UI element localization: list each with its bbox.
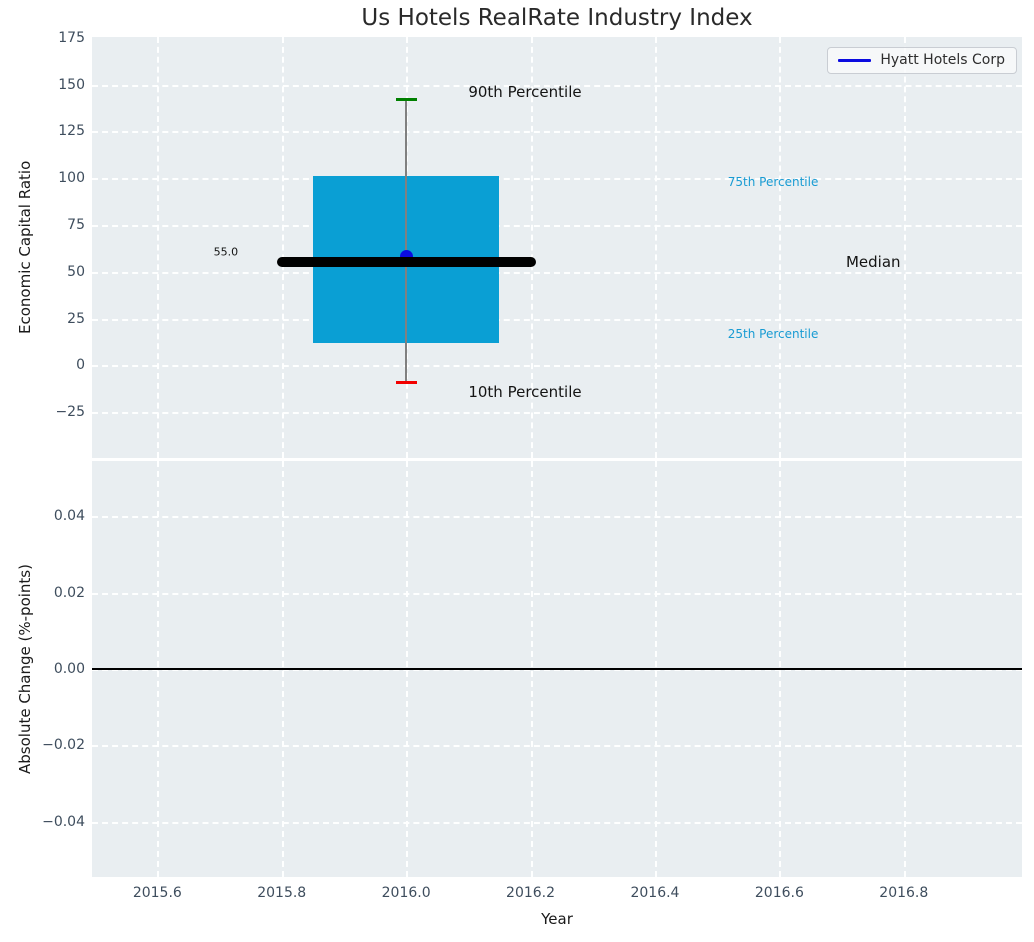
gridline-y-0 bbox=[92, 365, 1022, 368]
gridline-y-0.00 bbox=[92, 669, 1022, 671]
y-axis-label-top: Economic Capital Ratio bbox=[16, 160, 34, 335]
gridline-x-2016.8 bbox=[903, 37, 906, 458]
gridline-y-−25 bbox=[92, 412, 1022, 415]
x-tick-label: 2016.4 bbox=[630, 885, 680, 901]
label-median-value: 55.0 bbox=[213, 245, 239, 259]
y-tick-label: 0.00 bbox=[53, 661, 85, 677]
gridline-y-125 bbox=[92, 131, 1022, 134]
gridline-y-150 bbox=[92, 84, 1022, 87]
legend: Hyatt Hotels Corp bbox=[827, 47, 1017, 74]
y-tick-label: −25 bbox=[55, 404, 85, 421]
chart-title: Us Hotels RealRate Industry Index bbox=[361, 5, 753, 31]
y-tick-label: 100 bbox=[58, 170, 85, 187]
gridline-y-25 bbox=[92, 318, 1022, 321]
label-median: Median bbox=[845, 253, 901, 272]
x-tick-label: 2015.8 bbox=[257, 885, 307, 901]
top-plot-area: Hyatt Hotels Corp 90th Percentile 10th Pe… bbox=[92, 37, 1022, 458]
y-tick-label: 125 bbox=[58, 123, 85, 140]
label-25th-percentile: 25th Percentile bbox=[727, 326, 819, 341]
label-75th-percentile: 75th Percentile bbox=[727, 175, 819, 189]
y-tick-label: 0.02 bbox=[53, 584, 85, 601]
label-10th-percentile: 10th Percentile bbox=[468, 382, 582, 401]
gridline-y-50 bbox=[92, 271, 1022, 274]
y-tick-label: −0.04 bbox=[42, 813, 85, 830]
y-tick-label: 50 bbox=[67, 263, 85, 280]
gridline-x-2016.4 bbox=[654, 37, 657, 458]
x-tick-label: 2015.6 bbox=[132, 885, 182, 901]
x-axis-label: Year bbox=[541, 910, 573, 928]
median-line bbox=[276, 257, 536, 268]
y-tick-label: 175 bbox=[58, 29, 85, 46]
legend-line-icon bbox=[838, 58, 872, 62]
legend-label: Hyatt Hotels Corp bbox=[880, 52, 1005, 68]
x-tick-label: 2016.8 bbox=[879, 885, 929, 901]
y-tick-label: 150 bbox=[58, 76, 85, 93]
y-tick-label: 0.04 bbox=[53, 508, 85, 525]
zero-line bbox=[92, 668, 1022, 670]
cap-90th-percentile bbox=[395, 98, 417, 102]
y-tick-label: 75 bbox=[67, 217, 85, 234]
gridline-y-100 bbox=[92, 178, 1022, 181]
y-tick-label: −0.02 bbox=[42, 737, 85, 754]
bottom-plot-area bbox=[92, 461, 1022, 877]
gridline-x-2015.6 bbox=[157, 37, 160, 458]
x-tick-label: 2016.2 bbox=[506, 885, 556, 901]
gridline-x-2015.8 bbox=[281, 37, 284, 458]
gridline-y-−0.04 bbox=[92, 821, 1022, 824]
gridline-y-0.02 bbox=[92, 592, 1022, 595]
x-tick-label: 2016.6 bbox=[754, 885, 804, 901]
whisker-line bbox=[405, 99, 407, 383]
gridline-y-−0.02 bbox=[92, 745, 1022, 748]
gridline-x-2016.2 bbox=[530, 37, 533, 458]
label-90th-percentile: 90th Percentile bbox=[468, 83, 582, 102]
gridline-y-0.04 bbox=[92, 516, 1022, 519]
gridline-x-2016.6 bbox=[779, 37, 782, 458]
cap-10th-percentile bbox=[395, 380, 417, 384]
gridline-y-75 bbox=[92, 225, 1022, 228]
y-tick-label: 25 bbox=[67, 310, 85, 327]
y-tick-label: 0 bbox=[76, 357, 85, 374]
x-tick-label: 2016.0 bbox=[381, 885, 431, 901]
